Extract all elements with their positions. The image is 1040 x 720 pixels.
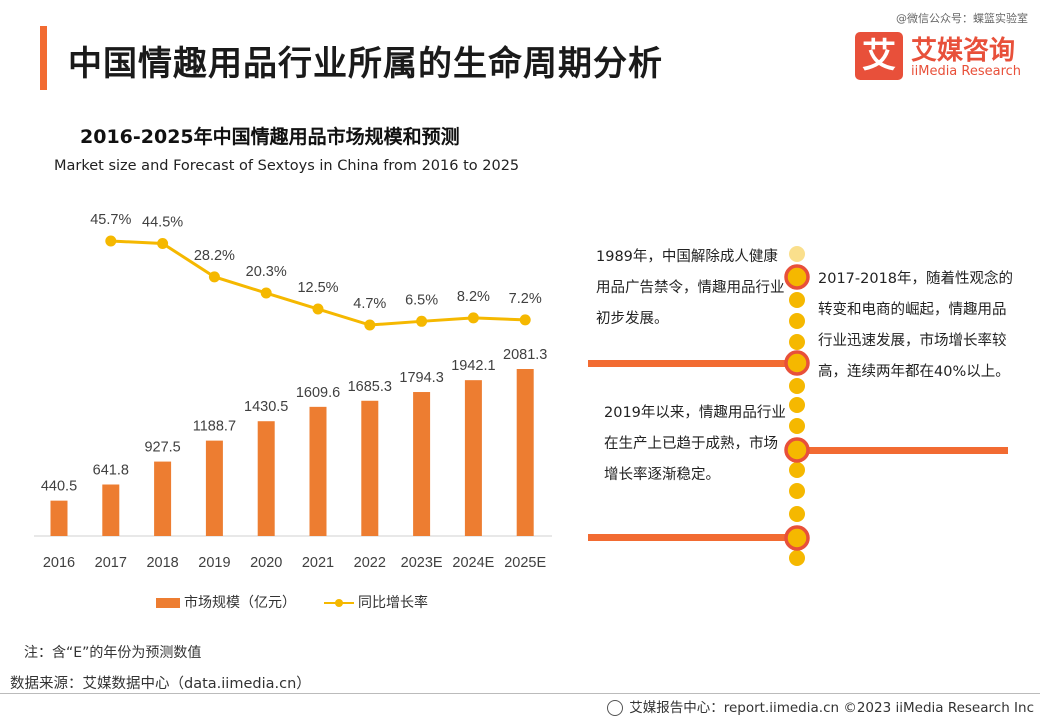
timeline-dot: [789, 246, 805, 262]
bar-2018: [154, 461, 172, 536]
growth-label-2022: 4.7%: [353, 296, 386, 312]
data-source: 数据来源：艾媒数据中心（data.iimedia.cn）: [10, 676, 311, 692]
legend-bar-label: 市场规模（亿元）: [184, 595, 296, 611]
bar-label-2019: 1188.7: [193, 419, 236, 435]
timeline-node: [784, 264, 810, 290]
growth-point-2017: [105, 235, 117, 247]
bar-label-2022: 1685.3: [348, 379, 392, 395]
timeline-dot: [789, 313, 805, 329]
bar-label-2024E: 1942.1: [451, 358, 495, 374]
growth-label-2018: 44.5%: [142, 214, 183, 230]
x-tick-2021: 2021: [302, 555, 334, 571]
growth-point-2023E: [416, 315, 428, 327]
growth-point-2019: [208, 271, 220, 283]
growth-label-2021: 12.5%: [297, 280, 338, 296]
title-accent-bar: [40, 26, 47, 90]
legend-bar-swatch: [156, 598, 180, 608]
chart-subtitle: Market size and Forecast of Sextoys in C…: [54, 158, 520, 174]
growth-point-2018: [157, 237, 169, 249]
x-tick-2019: 2019: [198, 555, 230, 571]
forecast-note: 注：含“E”的年份为预测数值: [24, 645, 202, 661]
bar-label-2025E: 2081.3: [503, 347, 547, 363]
bar-2022: [361, 400, 379, 536]
timeline-node: [784, 525, 810, 551]
growth-label-2025E: 7.2%: [509, 291, 542, 307]
x-tick-2023E: 2023E: [401, 555, 443, 571]
timeline-node: [784, 350, 810, 376]
timeline-dot: [789, 483, 805, 499]
growth-label-2017: 45.7%: [90, 212, 131, 228]
bar-2017: [102, 484, 120, 536]
bar-2024E: [464, 380, 482, 536]
timeline-text-2019: 2019年以来，情趣用品行业在生产上已趋于成熟，市场增长率逐渐稳定。: [604, 405, 786, 483]
timeline-text-1989: 1989年，中国解除成人健康用品广告禁令，情趣用品行业初步发展。: [596, 249, 785, 327]
timeline-text-2017: 2017-2018年，随着性观念的转变和电商的崛起，情趣用品行业迅速发展，市场增…: [818, 271, 1014, 380]
bar-label-2017: 641.8: [93, 463, 129, 479]
timeline-dot: [789, 418, 805, 434]
growth-label-2019: 28.2%: [194, 248, 235, 264]
footer: 艾媒报告中心：report.iimedia.cn ©2023 iiMedia R…: [607, 696, 1034, 716]
x-tick-2016: 2016: [43, 555, 75, 571]
footer-text: 艾媒报告中心：report.iimedia.cn ©2023 iiMedia R…: [629, 700, 1034, 716]
growth-label-2020: 20.3%: [246, 264, 287, 280]
bar-2025E: [516, 369, 534, 536]
bar-label-2023E: 1794.3: [399, 370, 443, 386]
globe-icon: [607, 700, 624, 716]
bar-label-2021: 1609.6: [296, 385, 340, 401]
growth-point-2021: [312, 303, 324, 315]
legend-line-swatch: [324, 598, 354, 608]
iimedia-logo: 艾 艾媒咨询 iiMedia Research: [855, 30, 1025, 86]
growth-point-2020: [260, 287, 272, 299]
logo-cn-text: 艾媒咨询: [911, 36, 1016, 66]
footer-divider: [0, 693, 1040, 694]
legend-line-label: 同比增长率: [358, 595, 428, 611]
page-title: 中国情趣用品行业所属的生命周期分析: [68, 44, 663, 84]
timeline-dot: [789, 506, 805, 522]
x-tick-2022: 2022: [354, 555, 386, 571]
bar-label-2018: 927.5: [144, 440, 180, 456]
growth-point-2025E: [519, 314, 531, 326]
growth-point-2022: [364, 319, 376, 331]
bar-2021: [309, 406, 327, 536]
watermark-text: @微信公众号：蝶篮实验室: [896, 12, 1028, 25]
timeline-connector-2017: [797, 447, 1008, 454]
timeline-node: [784, 437, 810, 463]
timeline-dot: [789, 292, 805, 308]
bar-label-2020: 1430.5: [244, 399, 288, 415]
growth-label-2024E: 8.2%: [457, 289, 490, 305]
growth-label-2023E: 6.5%: [405, 292, 438, 308]
timeline-dot: [789, 462, 805, 478]
timeline-connector-1989: [588, 360, 797, 367]
bar-2019: [205, 440, 223, 536]
logo-mark: 艾: [855, 32, 903, 80]
timeline-dot: [789, 378, 805, 394]
timeline-connector-2019: [588, 534, 797, 541]
timeline-dot: [789, 334, 805, 350]
timeline-dot: [789, 397, 805, 413]
growth-point-2024E: [467, 312, 479, 324]
x-tick-2017: 2017: [95, 555, 127, 571]
bar-2023E: [413, 392, 431, 536]
chart-title: 2016-2025年中国情趣用品市场规模和预测: [80, 126, 460, 148]
x-tick-2020: 2020: [250, 555, 282, 571]
logo-en-text: iiMedia Research: [911, 64, 1022, 79]
x-tick-2018: 2018: [146, 555, 178, 571]
bar-label-2016: 440.5: [41, 479, 77, 495]
timeline-dot: [789, 550, 805, 566]
chart-legend: 市场规模（亿元） 同比增长率: [156, 592, 428, 612]
x-tick-2025E: 2025E: [504, 555, 546, 571]
bar-2020: [257, 421, 275, 536]
bar-2016: [50, 500, 68, 536]
x-tick-2024E: 2024E: [452, 555, 494, 571]
